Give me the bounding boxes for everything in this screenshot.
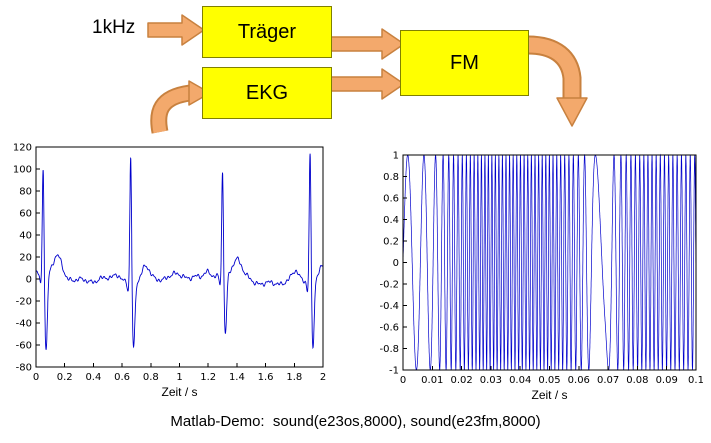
svg-text:100: 100 bbox=[13, 165, 32, 176]
svg-text:40: 40 bbox=[19, 231, 32, 242]
ekg-label: EKG bbox=[245, 81, 289, 104]
svg-text:0.05: 0.05 bbox=[538, 375, 560, 386]
arrow-into-ekg bbox=[152, 86, 192, 134]
svg-text:0.2: 0.2 bbox=[57, 372, 73, 383]
svg-text:120: 120 bbox=[13, 143, 32, 154]
svg-text:-0.2: -0.2 bbox=[379, 280, 399, 291]
svg-text:0.03: 0.03 bbox=[480, 375, 502, 386]
svg-text:0.08: 0.08 bbox=[626, 375, 648, 386]
arrow-fm-output bbox=[527, 37, 580, 100]
svg-text:-0.6: -0.6 bbox=[379, 323, 399, 334]
svg-text:0.4: 0.4 bbox=[85, 372, 101, 383]
svg-text:0: 0 bbox=[400, 375, 406, 386]
svg-text:60: 60 bbox=[19, 209, 32, 220]
arrow-1khz-to-traeger bbox=[147, 14, 205, 46]
svg-text:-0.8: -0.8 bbox=[379, 344, 399, 355]
svg-text:0.06: 0.06 bbox=[568, 375, 590, 386]
input-frequency-label: 1kHz bbox=[92, 17, 136, 38]
svg-text:0.2: 0.2 bbox=[383, 237, 399, 248]
svg-text:0: 0 bbox=[33, 372, 39, 383]
svg-text:-20: -20 bbox=[16, 297, 32, 308]
svg-text:-60: -60 bbox=[16, 341, 32, 352]
svg-text:0.09: 0.09 bbox=[656, 375, 678, 386]
svg-text:0.6: 0.6 bbox=[383, 194, 399, 205]
svg-text:2: 2 bbox=[320, 372, 326, 383]
ekg-block: EKG bbox=[202, 67, 332, 119]
svg-text:80: 80 bbox=[19, 187, 32, 198]
svg-text:0: 0 bbox=[26, 275, 32, 286]
svg-text:-40: -40 bbox=[16, 319, 32, 330]
svg-text:1.2: 1.2 bbox=[200, 372, 216, 383]
fm-label: FM bbox=[450, 51, 479, 74]
svg-text:1.8: 1.8 bbox=[286, 372, 302, 383]
traeger-label: Träger bbox=[237, 20, 297, 43]
svg-text:0.8: 0.8 bbox=[383, 172, 399, 183]
arrow-fm-output-head bbox=[556, 97, 588, 127]
svg-text:1: 1 bbox=[393, 151, 399, 162]
svg-text:0.02: 0.02 bbox=[450, 375, 472, 386]
svg-text:0.04: 0.04 bbox=[509, 375, 531, 386]
ekg-xaxis-label: Zeit / s bbox=[161, 385, 198, 399]
svg-text:1.4: 1.4 bbox=[229, 372, 245, 383]
svg-text:0.07: 0.07 bbox=[597, 375, 619, 386]
fm-xaxis-label: Zeit / s bbox=[531, 388, 568, 402]
svg-text:0.4: 0.4 bbox=[383, 215, 399, 226]
matlab-demo-caption: Matlab-Demo: sound(e23os,8000), sound(e2… bbox=[170, 413, 541, 430]
arrow-ekg-to-fm bbox=[327, 68, 405, 100]
svg-text:-0.4: -0.4 bbox=[379, 301, 399, 312]
fm-block: FM bbox=[400, 30, 529, 96]
flow-diagram bbox=[147, 14, 588, 134]
fm-chart: 0 0.01 0.02 0.03 0.04 0.05 0.06 0.07 0.08 0.09 0.1… bbox=[375, 149, 703, 390]
svg-text:0.1: 0.1 bbox=[688, 375, 703, 386]
traeger-block: Träger bbox=[202, 6, 332, 58]
svg-text:-1: -1 bbox=[389, 366, 399, 377]
svg-text:0.6: 0.6 bbox=[114, 372, 130, 383]
arrow-into-ekg-head bbox=[188, 80, 211, 106]
ekg-chart: 0 0.2 0.4 0.6 0.8 1 1.2 1.4 1.6 1.8 2 -80 -60 -40 -20 0… bbox=[8, 141, 330, 387]
svg-text:20: 20 bbox=[19, 253, 32, 264]
svg-text:0.01: 0.01 bbox=[421, 375, 443, 386]
arrow-traeger-to-fm bbox=[327, 28, 405, 60]
svg-text:0.8: 0.8 bbox=[143, 372, 159, 383]
svg-text:-80: -80 bbox=[16, 363, 32, 374]
svg-text:0: 0 bbox=[393, 258, 399, 269]
svg-text:1: 1 bbox=[176, 372, 182, 383]
svg-text:1.6: 1.6 bbox=[258, 372, 274, 383]
